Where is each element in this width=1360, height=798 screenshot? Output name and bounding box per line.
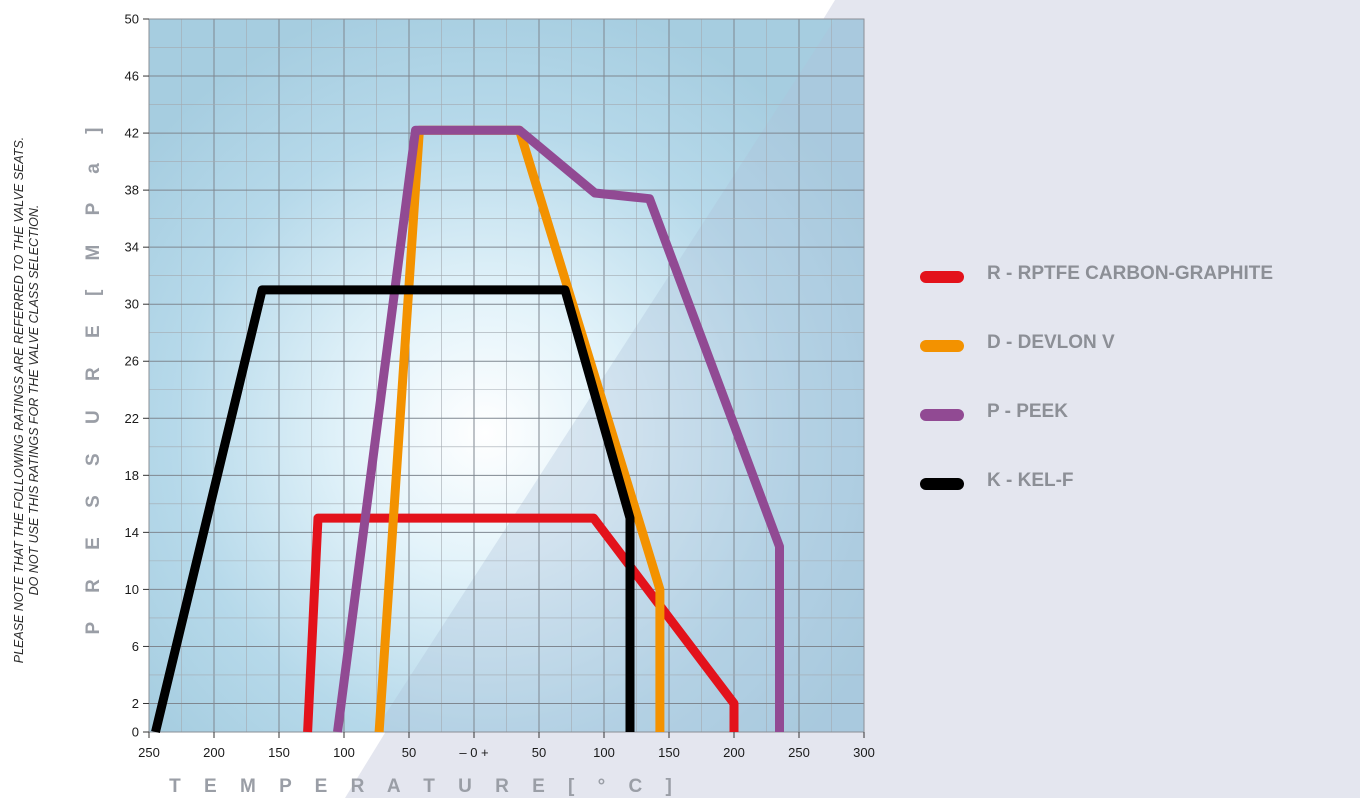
y-tick-label: 6 bbox=[132, 639, 139, 654]
series-line-4 bbox=[151, 285, 635, 734]
plot-shade bbox=[374, 19, 864, 732]
ratings-note: PLEASE NOTE THAT THE FOLLOWING RATINGS A… bbox=[12, 50, 42, 750]
y-tick-label: 26 bbox=[125, 354, 139, 369]
legend-label-rptfe: R - RPTFE CARBON-GRAPHITE bbox=[987, 263, 1274, 284]
y-tick-label: 46 bbox=[125, 69, 139, 84]
x-tick-label: 100 bbox=[333, 745, 355, 760]
ratings-note-line-1: PLEASE NOTE THAT THE FOLLOWING RATINGS A… bbox=[12, 136, 26, 664]
y-tick-label: 18 bbox=[125, 468, 139, 483]
legend-label-devlon: D - DEVLON V bbox=[987, 332, 1115, 353]
x-axis-label: T E M P E R A T U R E [ ° C ] bbox=[169, 776, 681, 797]
x-tick-label: 300 bbox=[853, 745, 875, 760]
legend-label-peek: P - PEEK bbox=[987, 401, 1068, 422]
legend-swatch-kelf bbox=[920, 478, 964, 490]
y-tick-label: 22 bbox=[125, 411, 139, 426]
x-tick-label: 250 bbox=[138, 745, 160, 760]
series-line-1 bbox=[303, 513, 739, 733]
legend-swatch-rptfe bbox=[920, 271, 964, 283]
x-tick-label: 50 bbox=[402, 745, 416, 760]
x-tick-label: 150 bbox=[658, 745, 680, 760]
x-tick-label: – 0 + bbox=[459, 745, 488, 760]
y-tick-label: 0 bbox=[132, 725, 139, 740]
x-tick-label: 200 bbox=[723, 745, 745, 760]
y-tick-label: 2 bbox=[132, 696, 139, 711]
legend-label-kelf: K - KEL-F bbox=[987, 470, 1074, 491]
y-tick-label: 14 bbox=[125, 525, 139, 540]
ratings-note-line-2: DO NOT USE THIS RATINGS FOR THE VALVE CL… bbox=[27, 204, 41, 596]
y-tick-label: 10 bbox=[125, 582, 139, 597]
y-tick-label: 38 bbox=[125, 183, 139, 198]
series-line-3 bbox=[333, 125, 784, 733]
y-axis-label: P R E S S U R E [ M P a ] bbox=[83, 115, 104, 635]
x-tick-label: 50 bbox=[532, 745, 546, 760]
x-tick-label: 100 bbox=[593, 745, 615, 760]
legend-swatch-devlon bbox=[920, 340, 964, 352]
series-group bbox=[151, 125, 784, 734]
y-tick-label: 34 bbox=[125, 240, 139, 255]
y-tick-label: 50 bbox=[125, 12, 139, 27]
legend-swatch-peek bbox=[920, 409, 964, 421]
plot-border bbox=[148, 18, 865, 733]
y-tick-label: 42 bbox=[125, 126, 139, 141]
y-tick-label: 30 bbox=[125, 297, 139, 312]
x-tick-label: 150 bbox=[268, 745, 290, 760]
x-tick-label: 250 bbox=[788, 745, 810, 760]
x-tick-label: 200 bbox=[203, 745, 225, 760]
